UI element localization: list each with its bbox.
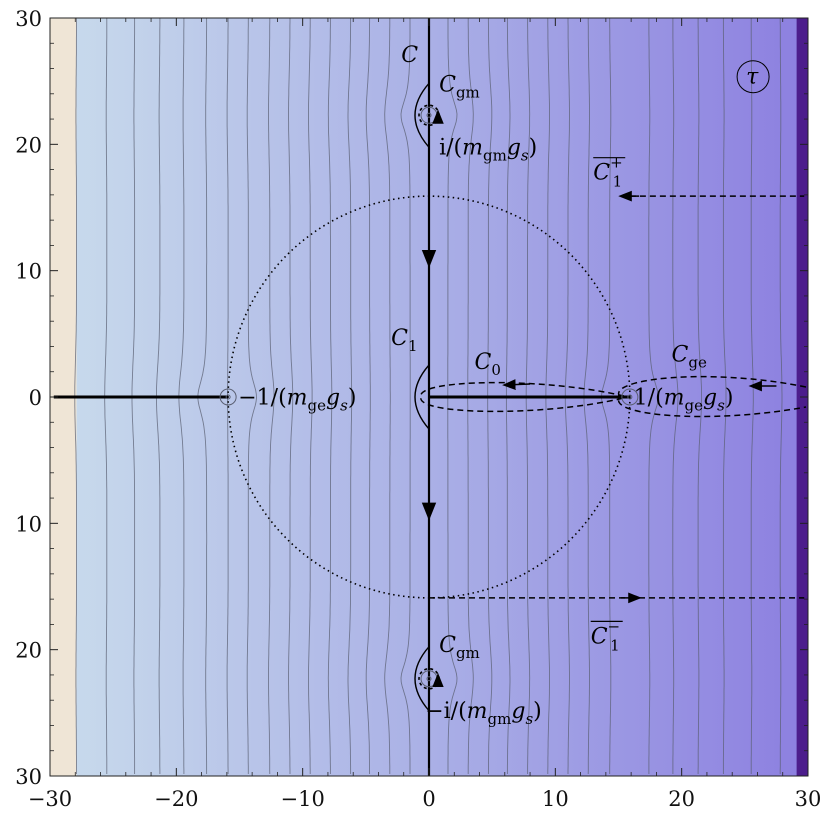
y-tick-label: 30 xyxy=(15,7,42,31)
x-tick-label: 20 xyxy=(668,787,695,811)
label-cgm-top: Cgm xyxy=(439,72,480,101)
label-label-top: i/(mgmgs) xyxy=(439,135,537,164)
label-label-bottom: −i/(mgmgs) xyxy=(425,699,542,728)
singular-point xyxy=(225,394,231,400)
x-tick-label: −30 xyxy=(28,787,72,811)
label-C: C xyxy=(401,43,418,68)
y-tick-label: 0 xyxy=(29,386,42,410)
contour-detour xyxy=(414,364,430,430)
label-cgm-bottom: Cgm xyxy=(439,633,480,662)
y-tick-label: 10 xyxy=(15,512,42,536)
singular-point xyxy=(627,394,633,400)
label-cge: Cge xyxy=(672,343,707,372)
singular-point xyxy=(426,676,432,682)
y-tick-label: 30 xyxy=(15,765,42,789)
contour-line xyxy=(268,18,275,775)
y-tick-label: 20 xyxy=(15,133,42,157)
contour-detour xyxy=(414,82,430,148)
contour-line xyxy=(672,18,679,774)
contour-line xyxy=(365,18,371,775)
label-label-left: −1/(mgegs) xyxy=(238,386,356,415)
singular-point-ring xyxy=(621,388,639,406)
tau-circle xyxy=(736,60,770,94)
y-tick-label: 10 xyxy=(15,260,42,284)
tau-label: τ xyxy=(746,65,759,90)
contour-line xyxy=(750,18,754,774)
label-label-right: 1/(mgegs) xyxy=(634,386,734,415)
contour-Cge xyxy=(617,375,807,418)
x-tick-label: 0 xyxy=(422,787,435,811)
contour-line xyxy=(722,18,727,774)
y-tick-label: 20 xyxy=(15,639,42,663)
contour-line xyxy=(648,18,659,774)
singular-point xyxy=(426,112,432,118)
contour-line xyxy=(400,18,411,774)
contour-line xyxy=(288,18,294,774)
axis-tick-labels: −30 −20 −10 0 10 20 30 30 20 10 0 10 20 30 xyxy=(15,7,821,811)
contour-line xyxy=(384,18,391,774)
x-tick-label: 30 xyxy=(795,787,822,811)
contour-C0 xyxy=(420,381,625,413)
contour-line xyxy=(347,18,353,774)
x-tick-label: −10 xyxy=(281,787,325,811)
contour-line xyxy=(697,18,703,774)
contour-curves xyxy=(53,18,807,776)
label-c1: C1 xyxy=(391,326,417,355)
contour-detour xyxy=(414,646,430,712)
contour-line xyxy=(308,18,313,774)
singular-point-ring xyxy=(219,388,237,406)
x-tick-label: 10 xyxy=(542,787,569,811)
x-tick-label: −20 xyxy=(154,787,198,811)
label-c0: C0 xyxy=(474,350,500,379)
contour-C0-arrow xyxy=(502,379,531,390)
contour-line xyxy=(327,18,333,774)
contour-line xyxy=(779,18,783,774)
axis-ticks xyxy=(49,17,809,777)
contour-line xyxy=(246,18,257,774)
